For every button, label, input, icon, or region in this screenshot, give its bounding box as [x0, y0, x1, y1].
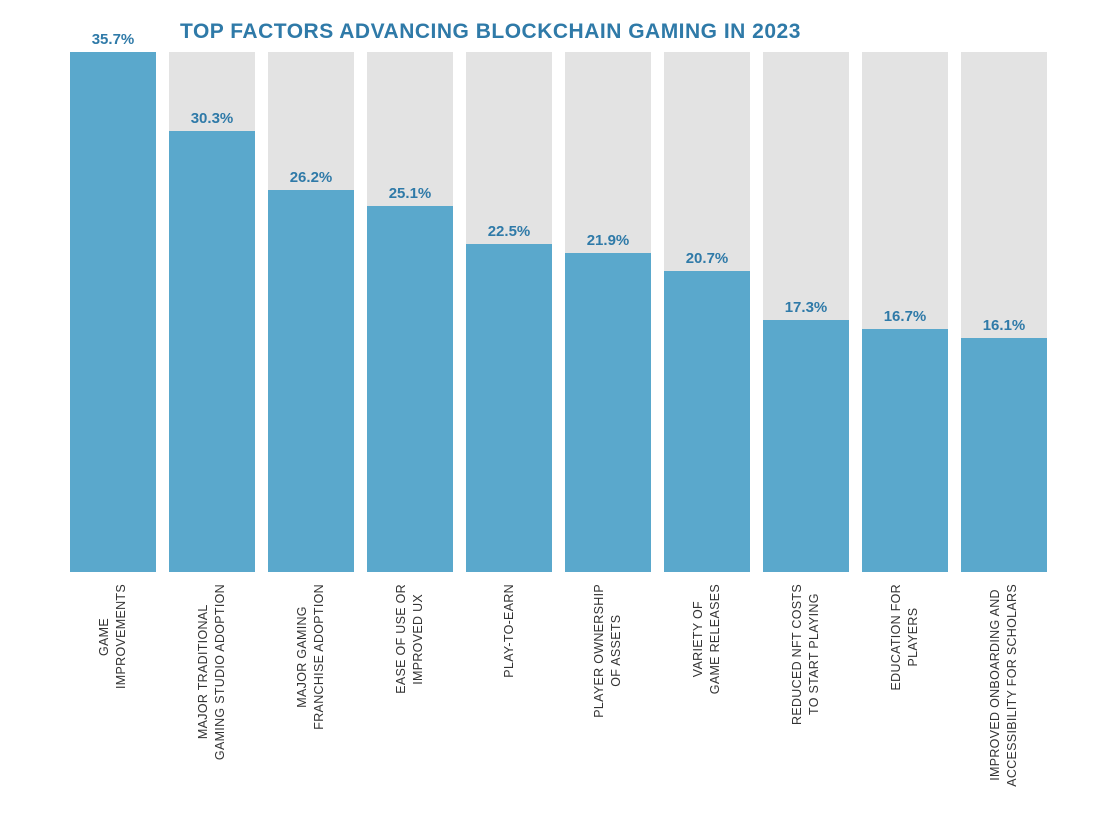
bar-fill	[565, 253, 651, 572]
bar-value-label: 17.3%	[763, 299, 849, 316]
plot-area: 35.7% 30.3% 26.2% 25.1% 22.5% 21.9% 20.7% 17.3%…	[70, 52, 1060, 572]
bar-category-label: GAMEIMPROVEMENTS	[70, 584, 156, 689]
bar-group: 30.3%	[169, 52, 255, 572]
bar-group: 26.2%	[268, 52, 354, 572]
bar-group: 22.5%	[466, 52, 552, 572]
bar-group: 20.7%	[664, 52, 750, 572]
bar-fill	[466, 244, 552, 572]
bar-value-label: 26.2%	[268, 169, 354, 186]
bar-group: 35.7%	[70, 52, 156, 572]
bar-group: 17.3%	[763, 52, 849, 572]
bar-value-label: 22.5%	[466, 223, 552, 240]
bar-category-label: IMPROVED ONBOARDING ANDACCESSIBILITY FOR…	[961, 584, 1047, 787]
bar-fill	[70, 52, 156, 572]
bar-value-label: 16.7%	[862, 308, 948, 325]
bar-fill	[961, 338, 1047, 573]
bar-value-label: 35.7%	[70, 31, 156, 48]
labels-area: GAMEIMPROVEMENTSMAJOR TRADITIONALGAMING …	[70, 584, 1060, 824]
bar-fill	[169, 131, 255, 572]
bar-category-label: VARIETY OFGAME RELEASES	[664, 584, 750, 694]
bar-value-label: 21.9%	[565, 232, 651, 249]
bar-value-label: 30.3%	[169, 110, 255, 127]
bar-value-label: 20.7%	[664, 250, 750, 267]
bar-fill	[268, 190, 354, 572]
bar-category-label: REDUCED NFT COSTSTO START PLAYING	[763, 584, 849, 725]
bar-category-label: EASE OF USE ORIMPROVED UX	[367, 584, 453, 694]
chart-title: TOP FACTORS ADVANCING BLOCKCHAIN GAMING …	[180, 20, 1060, 44]
bar-group: 16.7%	[862, 52, 948, 572]
bar-category-label: MAJOR TRADITIONALGAMING STUDIO ADOPTION	[169, 584, 255, 760]
bar-group: 21.9%	[565, 52, 651, 572]
bar-value-label: 25.1%	[367, 185, 453, 202]
bar-value-label: 16.1%	[961, 317, 1047, 334]
bar-category-label: PLAYER OWNERSHIPOF ASSETS	[565, 584, 651, 718]
bar-category-label: EDUCATION FORPLAYERS	[862, 584, 948, 690]
bar-fill	[664, 271, 750, 573]
bar-fill	[862, 329, 948, 572]
bar-fill	[367, 206, 453, 572]
bar-group: 25.1%	[367, 52, 453, 572]
bar-fill	[763, 320, 849, 572]
bar-chart: TOP FACTORS ADVANCING BLOCKCHAIN GAMING …	[70, 20, 1060, 824]
bar-group: 16.1%	[961, 52, 1047, 572]
bar-category-label: PLAY-TO-EARN	[466, 584, 552, 678]
bar-category-label: MAJOR GAMINGFRANCHISE ADOPTION	[268, 584, 354, 730]
